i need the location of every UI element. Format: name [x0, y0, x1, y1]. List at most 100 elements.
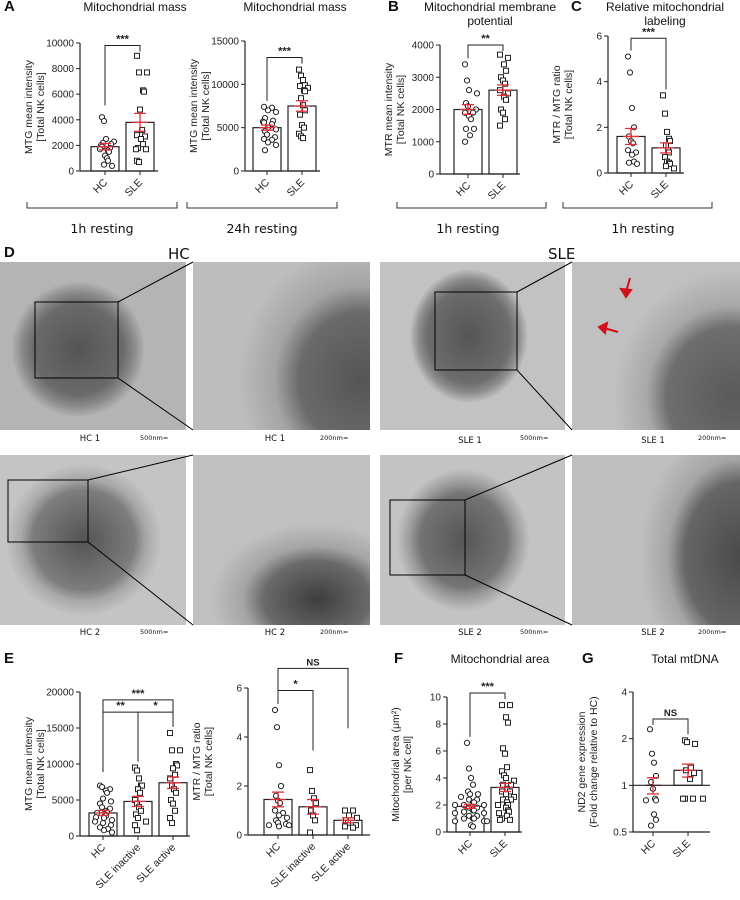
- scale-bar-200: 200nm=: [320, 434, 349, 442]
- caption-hc2: HC 2: [79, 628, 101, 638]
- chart-a1: 0 2000 4000 6000 8000 10000 HC SLE MTG mean inte…: [23, 34, 158, 199]
- data-point: [457, 793, 465, 801]
- data-point: [96, 824, 104, 831]
- data-point: [134, 767, 140, 774]
- significance-bracket: [277, 667, 349, 729]
- data-point: [503, 791, 509, 798]
- data-point: [104, 157, 112, 164]
- data-point: [451, 801, 459, 809]
- data-point: [460, 808, 468, 815]
- significance-bracket: [652, 718, 689, 735]
- panel-letter-a: A: [4, 0, 15, 15]
- data-point: [300, 77, 306, 83]
- y-tick-label: 5000: [52, 796, 75, 807]
- data-point: [312, 817, 318, 824]
- chart-c: 0 2 4 6 HC SLE MTR / MTG ratio [Total NK cells]…: [551, 26, 684, 201]
- data-point: [132, 822, 138, 829]
- data-point: [136, 159, 142, 166]
- condition-bracket: [26, 202, 178, 209]
- data-point: [626, 69, 634, 76]
- data-point: [505, 54, 511, 61]
- data-point: [467, 774, 475, 782]
- data-point: [625, 159, 633, 166]
- data-point: [650, 759, 658, 766]
- data-point: [300, 135, 306, 142]
- y-tick-label: 0: [68, 832, 74, 843]
- data-point: [297, 111, 303, 118]
- data-point: [140, 141, 146, 148]
- significance-label: NS: [664, 708, 677, 719]
- panel-a-title-2: Mitochondrial mass: [243, 0, 347, 14]
- data-point: [261, 147, 269, 154]
- scale-bar-200: 200nm=: [698, 628, 727, 636]
- data-point: [134, 827, 140, 834]
- inset-connector: [87, 454, 194, 481]
- data-point: [98, 783, 106, 791]
- y-tick-label: 4: [435, 774, 441, 785]
- data-point: [470, 125, 478, 132]
- data-point: [91, 818, 99, 825]
- data-point: [107, 798, 115, 805]
- y-axis-label: MTG mean intensity: [23, 716, 35, 811]
- data-point: [264, 139, 272, 146]
- scale-bar-200: 200nm=: [320, 628, 349, 636]
- data-point: [466, 791, 474, 798]
- data-point: [134, 52, 140, 59]
- data-point: [496, 810, 502, 817]
- inset-connector: [464, 454, 573, 501]
- data-point: [271, 706, 279, 714]
- data-point: [342, 823, 348, 830]
- inset-box-sle2: [389, 499, 466, 576]
- data-point: [271, 807, 279, 814]
- x-tick-label: SLE: [486, 180, 509, 203]
- data-point: [264, 107, 272, 114]
- significance-label: ***: [132, 688, 146, 700]
- data-point: [684, 739, 690, 746]
- data-point: [633, 160, 641, 167]
- caption-sle1-zoom: SLE 1: [641, 436, 665, 446]
- significance-bracket: [467, 44, 504, 59]
- data-point: [462, 125, 470, 132]
- scale-bar-500: 500nm=: [140, 434, 169, 442]
- data-point: [503, 96, 509, 103]
- data-point: [505, 719, 511, 726]
- data-point: [99, 795, 107, 802]
- data-point: [170, 765, 176, 772]
- significance-bracket: [469, 692, 506, 737]
- inset-connector: [516, 261, 573, 293]
- data-point: [172, 807, 178, 814]
- y-tick-label: 10: [430, 693, 442, 704]
- data-point: [501, 61, 507, 68]
- data-point: [143, 818, 149, 825]
- x-tick-label: SLE: [649, 179, 672, 202]
- data-point: [302, 88, 308, 95]
- data-point: [474, 791, 482, 798]
- data-point: [690, 795, 696, 802]
- y-tick-label: 20000: [46, 688, 74, 699]
- data-point: [144, 69, 150, 76]
- group-title-sle: SLE: [548, 245, 576, 263]
- data-point: [463, 77, 471, 84]
- caption-sle1: SLE 1: [458, 436, 482, 446]
- data-point: [138, 807, 144, 814]
- data-point: [170, 800, 176, 807]
- red-arrows: [597, 277, 633, 336]
- x-tick-label: HC: [456, 837, 476, 857]
- data-point: [500, 109, 506, 116]
- data-point: [680, 795, 686, 802]
- data-point: [642, 797, 650, 804]
- x-tick-label: SLE: [285, 177, 308, 200]
- panel-b-title-line: Mitochondrial membrane: [423, 0, 557, 14]
- inset-connector: [464, 574, 573, 626]
- panel-f-title: Mitochondrial area: [450, 652, 550, 666]
- data-point: [463, 739, 471, 747]
- scale-bar-500: 500nm=: [140, 628, 169, 636]
- y-tick-label: 2: [236, 782, 242, 793]
- significance-bracket: [266, 56, 303, 101]
- inset-overlays: [7, 261, 573, 626]
- inset-box-hc2: [7, 479, 89, 543]
- data-point: [503, 775, 509, 781]
- y-tick-label: 4000: [412, 41, 435, 52]
- em-image-sle2: [380, 455, 565, 625]
- panel-letter-b: B: [388, 0, 399, 15]
